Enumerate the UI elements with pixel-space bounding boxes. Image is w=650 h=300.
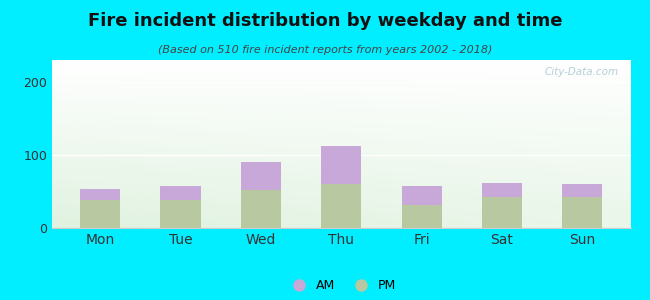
Bar — [240, 190, 281, 228]
Bar — [80, 189, 120, 200]
Text: City-Data.com: City-Data.com — [545, 67, 619, 77]
Bar — [402, 205, 442, 228]
Bar — [562, 197, 603, 228]
Bar — [562, 184, 603, 197]
Bar — [482, 183, 522, 197]
Bar — [321, 184, 361, 228]
Bar — [161, 200, 201, 228]
Bar — [321, 146, 361, 184]
Text: Fire incident distribution by weekday and time: Fire incident distribution by weekday an… — [88, 12, 562, 30]
Bar — [482, 197, 522, 228]
Text: (Based on 510 fire incident reports from years 2002 - 2018): (Based on 510 fire incident reports from… — [158, 45, 492, 55]
Bar — [402, 186, 442, 205]
Bar — [161, 186, 201, 200]
Bar — [240, 162, 281, 190]
Legend: AM, PM: AM, PM — [281, 274, 401, 297]
Bar — [80, 200, 120, 228]
